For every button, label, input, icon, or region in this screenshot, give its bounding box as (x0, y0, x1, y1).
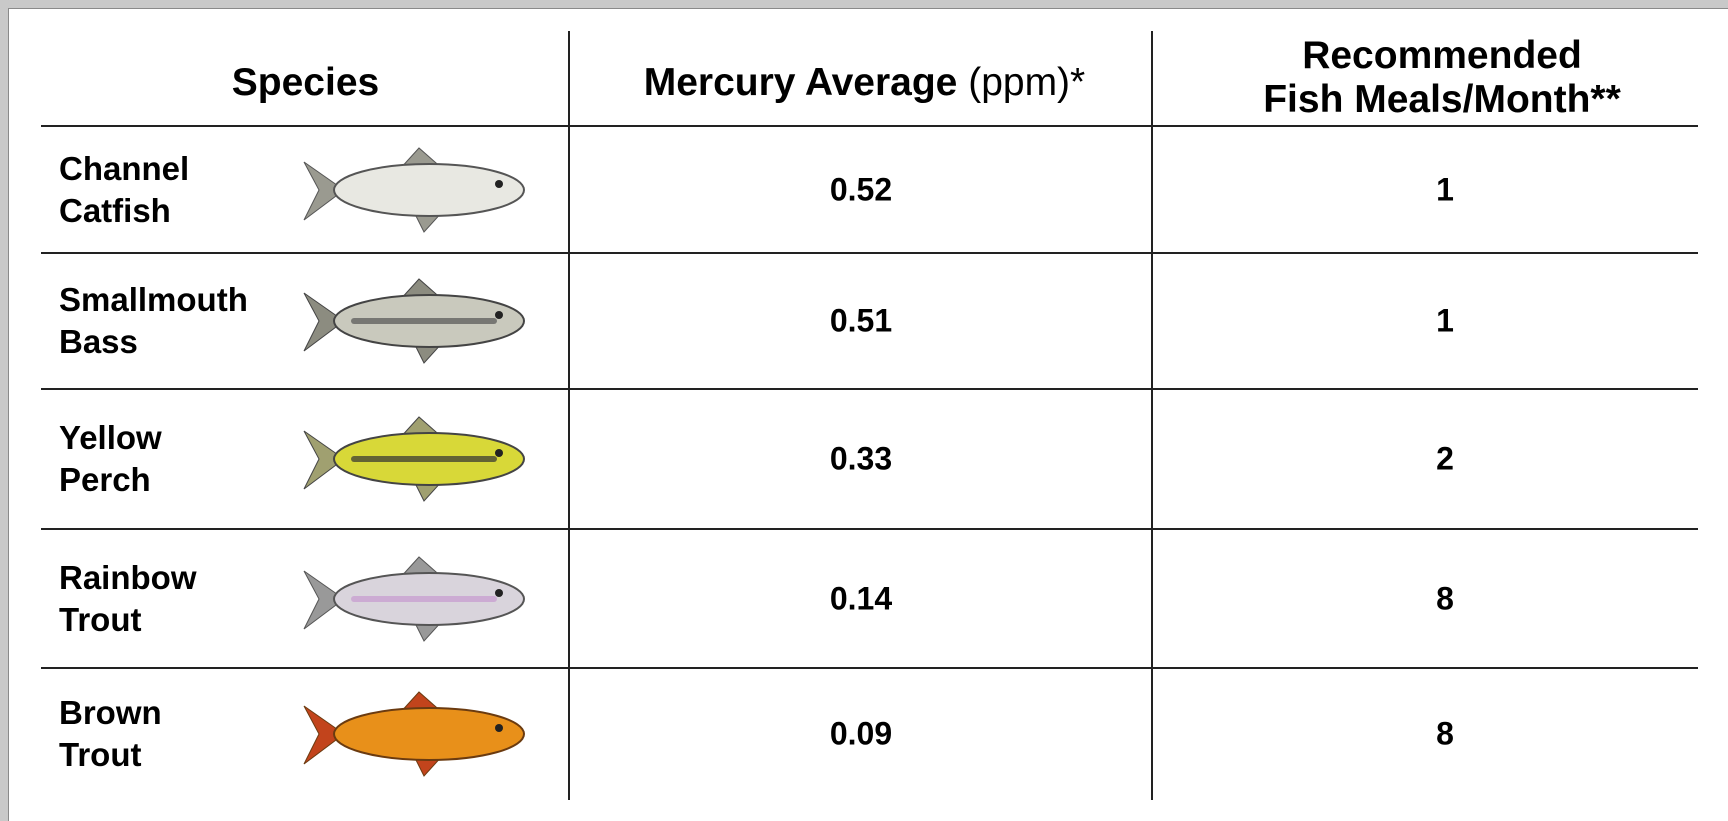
fish-illustration (303, 691, 525, 777)
species-header: Species (231, 61, 380, 104)
fish-illustration (303, 146, 525, 233)
row-line (41, 528, 1698, 530)
column-line (568, 31, 570, 800)
meals-header-line: Recommended (1302, 34, 1582, 77)
meals-value: 1 (1436, 302, 1454, 339)
fish-part (303, 292, 345, 352)
fish-part (495, 449, 503, 457)
mercury-value: 0.14 (829, 580, 893, 616)
fish-part (303, 430, 345, 490)
fish-illustration (303, 555, 525, 642)
species-name: Yellow Perch (59, 419, 162, 498)
meals-value: 1 (1436, 171, 1454, 207)
species-name: Channel Catfish (59, 149, 190, 229)
fish-part (303, 161, 345, 220)
meals-value: 8 (1436, 580, 1454, 616)
row-line (41, 667, 1698, 669)
meals-header-line: Fish Meals/Month** (1263, 78, 1621, 121)
mercury-value: 0.33 (829, 440, 893, 477)
fish-part (495, 311, 503, 319)
fish-part (495, 588, 503, 597)
fish-illustration (303, 278, 525, 364)
mercury-value: 0.51 (829, 302, 893, 339)
mercury-header-unit: (ppm)* (968, 61, 1086, 104)
species-name: Smallmouth Bass (59, 281, 248, 360)
column-line (1151, 31, 1153, 800)
fish-part (303, 705, 345, 765)
mercury-header-label: Mercury Average (643, 61, 958, 104)
row-line (41, 388, 1698, 390)
fish-body (333, 162, 525, 217)
meals-header: Recommended Fish Meals/Month** (1152, 34, 1728, 122)
header-line (41, 125, 1698, 127)
meals-value: 2 (1436, 440, 1454, 477)
mercury-header: Mercury Average (ppm)* (569, 61, 1160, 105)
meals-value: 8 (1436, 715, 1454, 752)
fish-part (495, 724, 503, 732)
species-name: Brown Trout (59, 694, 162, 773)
row-line (41, 252, 1698, 254)
fish-part (303, 570, 345, 629)
species-name: Rainbow Trout (59, 558, 197, 638)
fish-part (495, 179, 503, 188)
fish-body (333, 707, 525, 761)
table-frame: Species Mercury Average (ppm)* Recommend… (8, 8, 1728, 821)
mercury-value: 0.09 (829, 715, 893, 752)
fish-illustration (303, 416, 525, 502)
mercury-value: 0.52 (829, 171, 893, 207)
